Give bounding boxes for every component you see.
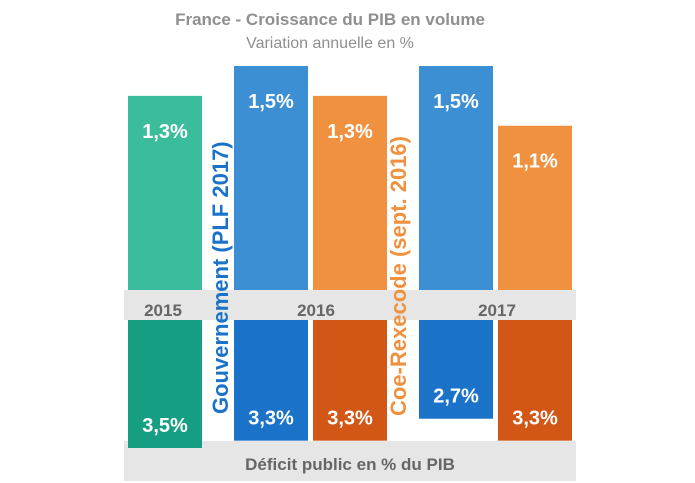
deficit-bar-2016-gouvernement-plf-2017-label: 3,3% xyxy=(248,408,294,430)
deficit-bar-2015-total-label: 3,5% xyxy=(142,415,188,437)
growth-bar-2017-coe-rexecode-sept-2016-label: 1,1% xyxy=(512,151,558,173)
growth-bar-2016-gouvernement-plf-2017-label: 1,5% xyxy=(248,91,294,113)
deficit-panel-title: Déficit public en % du PIB xyxy=(245,455,455,474)
deficit-bar-2016-gouvernement-plf-2017 xyxy=(234,320,308,441)
deficit-bar-2017-gouvernement-plf-2017 xyxy=(419,320,493,419)
series-label-gouvernement: Gouvernement (PLF 2017) xyxy=(208,141,233,414)
growth-bar-2016-gouvernement-plf-2017 xyxy=(234,66,308,290)
growth-bar-2016-coe-rexecode-sept-2016 xyxy=(313,95,387,290)
deficit-bar-2017-coe-rexecode-sept-2016-label: 3,3% xyxy=(512,408,558,430)
year-label-2016: 2016 xyxy=(297,301,335,320)
growth-bar-2017-gouvernement-plf-2017-label: 1,5% xyxy=(433,91,479,113)
chart-subtitle: Variation annuelle en % xyxy=(246,35,414,52)
year-label-2015: 2015 xyxy=(144,301,182,320)
deficit-bar-2015-total xyxy=(128,320,202,448)
year-label-2017: 2017 xyxy=(478,301,516,320)
chart-title: France - Croissance du PIB en volume xyxy=(175,10,485,29)
growth-bar-2017-gouvernement-plf-2017 xyxy=(419,66,493,290)
year-band xyxy=(124,290,576,320)
deficit-bar-2017-gouvernement-plf-2017-label: 2,7% xyxy=(433,386,479,408)
growth-bar-2015-total xyxy=(128,95,202,290)
growth-bar-2016-coe-rexecode-sept-2016-label: 1,3% xyxy=(327,121,373,143)
growth-bar-2017-coe-rexecode-sept-2016 xyxy=(498,125,572,290)
deficit-bar-2016-coe-rexecode-sept-2016-label: 3,3% xyxy=(327,408,373,430)
deficit-bar-2017-coe-rexecode-sept-2016 xyxy=(498,320,572,441)
series-label-coe-rexecode: Coe-Rexecode (sept. 2016) xyxy=(386,136,411,416)
deficit-bar-2016-coe-rexecode-sept-2016 xyxy=(313,320,387,441)
growth-bar-2015-total-label: 1,3% xyxy=(142,121,188,143)
